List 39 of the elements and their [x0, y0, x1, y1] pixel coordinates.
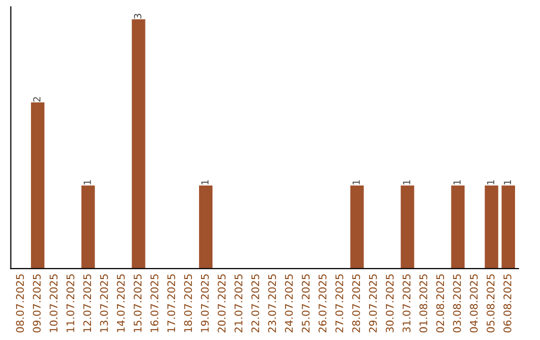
x-tick-label: 29.07.2025	[368, 274, 377, 332]
x-tick-label: 26.07.2025	[318, 274, 326, 332]
x-tick-label: 23.07.2025	[268, 274, 276, 332]
x-tick-label: 13.07.2025	[100, 274, 108, 332]
x-tick-label: 11.07.2025	[66, 274, 74, 332]
x-tick-label: 28.07.2025	[352, 274, 360, 332]
data-label: 3	[134, 14, 142, 19]
data-label: 1	[453, 180, 461, 184]
x-tick-label: 09.07.2025	[32, 274, 41, 332]
x-tick-label: 08.07.2025	[16, 274, 24, 332]
data-label: 1	[201, 180, 208, 184]
x-tick-label: 12.07.2025	[83, 274, 92, 332]
x-tick-label: 10.07.2025	[50, 274, 58, 332]
x-tick-label: 22.07.2025	[251, 274, 260, 332]
data-label: 1	[504, 180, 511, 184]
x-tick-label: 17.07.2025	[167, 274, 176, 332]
x-tick-label: 15.07.2025	[134, 274, 142, 332]
data-label: 1	[84, 180, 91, 184]
x-tick-label: 30.07.2025	[386, 274, 394, 332]
x-tick-label: 19.07.2025	[200, 274, 209, 332]
data-label: 2	[33, 97, 40, 102]
x-tick-label: 27.07.2025	[335, 274, 344, 332]
x-tick-label: 02.08.2025	[436, 274, 444, 332]
x-tick-label: 16.07.2025	[150, 274, 158, 332]
x-tick-label: 25.07.2025	[302, 274, 310, 332]
x-tick-label: 24.07.2025	[284, 274, 293, 332]
x-tick-label: 21.07.2025	[234, 274, 242, 332]
data-label: 1	[352, 180, 360, 184]
x-tick-label: 01.08.2025	[419, 274, 428, 332]
data-label: 1	[403, 180, 410, 184]
x-tick-label: 06.08.2025	[503, 274, 512, 332]
data-label: 1	[487, 180, 494, 184]
x-tick-label: 04.08.2025	[470, 274, 478, 332]
x-tick-label: 31.07.2025	[402, 274, 410, 332]
x-tick-label: 05.08.2025	[486, 274, 495, 332]
x-tick-label: 18.07.2025	[184, 274, 192, 332]
x-tick-label: 14.07.2025	[116, 274, 125, 332]
x-tick-label: 03.08.2025	[453, 274, 461, 332]
x-tick-label: 20.07.2025	[218, 274, 226, 332]
